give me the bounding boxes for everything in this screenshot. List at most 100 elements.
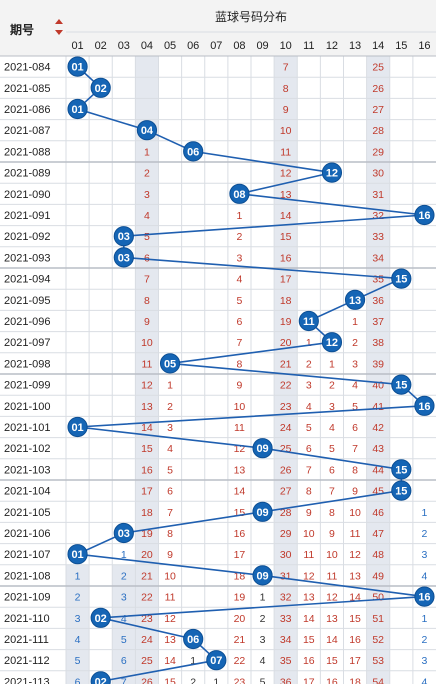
period-label: 2021-084	[4, 62, 51, 74]
miss-count-cell: 16	[303, 655, 315, 667]
ball-circle	[90, 671, 111, 684]
miss-count-cell: 8	[352, 464, 358, 476]
period-label: 2021-108	[4, 570, 51, 582]
shaded-column-04	[135, 56, 159, 684]
period-label: 2021-088	[4, 146, 51, 158]
ball-number: 06	[187, 146, 199, 158]
table-row: 2021-085 8 26	[4, 83, 384, 95]
miss-count-cell: 53	[372, 655, 384, 667]
ball-circle	[252, 565, 273, 586]
miss-count-cell: 25	[141, 655, 153, 667]
miss-count-cell: 16	[234, 528, 246, 540]
column-header-13: 13	[349, 40, 361, 52]
sort-toggle-icon[interactable]	[55, 19, 63, 35]
miss-count-cell: 3	[121, 592, 127, 604]
period-label: 2021-096	[4, 316, 51, 328]
miss-count-cell: 23	[234, 676, 246, 684]
ball-marker: 15	[391, 480, 412, 501]
miss-count-cell: 26	[372, 83, 384, 95]
miss-count-cell: 20	[141, 549, 153, 561]
miss-count-cell: 5	[352, 401, 358, 413]
miss-count-cell: 9	[352, 486, 358, 498]
miss-count-cell: 7	[237, 337, 243, 349]
ball-circle	[67, 544, 88, 565]
column-header-01: 01	[71, 40, 83, 52]
miss-count-cell: 6	[237, 316, 243, 328]
ball-marker: 03	[113, 226, 134, 247]
miss-count-cell: 13	[164, 634, 176, 646]
miss-count-cell: 3	[260, 634, 266, 646]
miss-count-cell: 15	[234, 507, 246, 519]
ball-number: 01	[71, 549, 83, 561]
ball-circle	[391, 459, 412, 480]
ball-circle	[414, 204, 435, 226]
miss-count-cell: 28	[372, 125, 384, 137]
shaded-region-03	[112, 564, 136, 684]
ball-circle	[391, 480, 412, 501]
miss-count-cell: 22	[234, 655, 246, 667]
miss-count-cell: 14	[234, 486, 246, 498]
period-label: 2021-102	[4, 443, 51, 455]
miss-count-cell: 21	[141, 570, 153, 582]
miss-count-cell: 14	[326, 634, 338, 646]
miss-count-cell: 25	[280, 443, 292, 455]
ball-number: 12	[326, 168, 338, 180]
miss-count-cell: 11	[350, 528, 361, 540]
table-row: 2021-094 7 4 17 35	[4, 274, 384, 286]
ball-number: 01	[71, 422, 83, 434]
miss-count-cell: 5	[121, 634, 127, 646]
miss-count-cell: 7	[283, 62, 289, 74]
miss-count-cell: 15	[164, 676, 176, 684]
ball-number: 05	[164, 358, 176, 370]
ball-markers: 0102010406120816030315131112051516010915…	[67, 56, 435, 684]
miss-count-cell: 13	[326, 613, 338, 625]
miss-count-cell: 11	[234, 422, 245, 434]
ball-number: 15	[395, 486, 407, 498]
ball-marker: 16	[414, 586, 435, 607]
miss-count-cell: 36	[372, 295, 384, 307]
miss-count-cell: 1	[260, 592, 266, 604]
miss-count-cell: 23	[141, 613, 153, 625]
miss-count-cell: 10	[303, 528, 315, 540]
ball-marker: 09	[252, 565, 273, 586]
miss-count-cell: 1	[422, 613, 428, 625]
ball-marker: 05	[159, 353, 181, 374]
miss-count-cell: 9	[306, 507, 312, 519]
period-column-header[interactable]: 期号	[10, 22, 34, 37]
miss-count-cell: 51	[372, 613, 384, 625]
miss-count-cell: 30	[280, 549, 292, 561]
ball-circle	[90, 607, 111, 628]
miss-count-cell: 12	[349, 549, 361, 561]
ball-circle	[321, 162, 343, 183]
miss-count-cell: 13	[303, 592, 315, 604]
miss-count-cell: 17	[234, 549, 246, 561]
miss-count-cell: 15	[326, 655, 338, 667]
ball-number: 09	[256, 507, 268, 519]
ball-number: 13	[349, 295, 361, 307]
miss-count-cell: 4	[144, 210, 150, 222]
ball-number: 02	[95, 676, 107, 684]
miss-count-cell: 19	[280, 316, 292, 328]
miss-count-cell: 4	[352, 380, 358, 392]
ball-number: 06	[187, 634, 199, 646]
ball-number: 15	[395, 464, 407, 476]
period-label: 2021-104	[4, 486, 51, 498]
ball-circle	[159, 353, 181, 374]
table-row: 2021-107 1 20 9 17 30 11 10 12 48 3	[4, 549, 428, 561]
miss-count-cell: 8	[237, 358, 243, 370]
miss-count-cell: 3	[144, 189, 150, 201]
miss-count-cell: 5	[260, 676, 266, 684]
table-row: 2021-111 4 5 24 13 21 3 34 15 14 16 52 2	[4, 634, 428, 646]
table-row: 2021-110 3 4 23 12 20 2 33 14 13 15 51 1	[4, 613, 428, 625]
ball-marker: 11	[298, 310, 319, 332]
miss-count-cell: 22	[141, 592, 153, 604]
ball-circle	[183, 628, 204, 650]
miss-count-cell: 10	[141, 337, 153, 349]
miss-count-cell: 2	[306, 358, 312, 370]
miss-count-cell: 10	[164, 570, 176, 582]
column-header-08: 08	[233, 40, 245, 52]
miss-count-cell: 54	[372, 676, 384, 684]
ball-number: 09	[256, 443, 268, 455]
table-row: 2021-113 6 7 26 15 2 1 23 5 36 17 16 18 54 4	[4, 676, 428, 684]
